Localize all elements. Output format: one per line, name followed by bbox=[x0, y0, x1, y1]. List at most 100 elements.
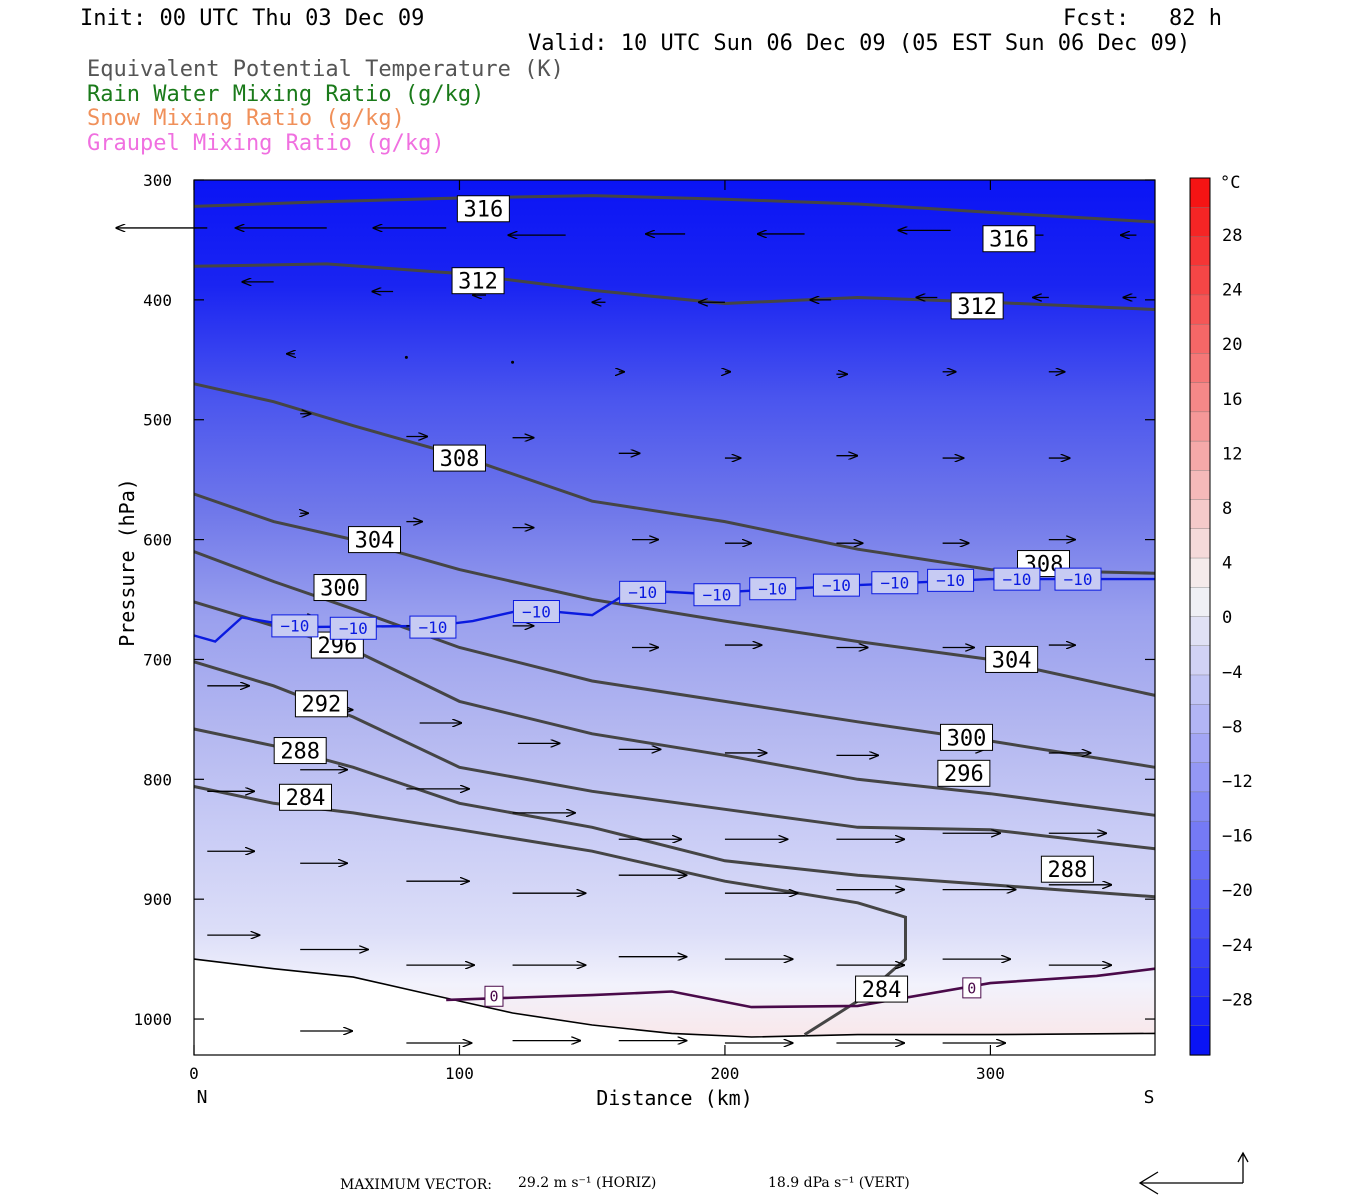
theta-e-label: 312 bbox=[458, 270, 498, 295]
max-vector-horiz: 29.2 m s⁻¹ (HORIZ) bbox=[518, 1175, 657, 1191]
isotherm-label: −10 bbox=[280, 617, 309, 636]
forecast-hour: Fcst: 82 h bbox=[1063, 6, 1222, 31]
theta-e-label: 300 bbox=[947, 726, 987, 751]
y-tick-label: 800 bbox=[143, 770, 172, 789]
isotherm-zero bbox=[446, 967, 1156, 1009]
colorbar-tick-label: −16 bbox=[1222, 827, 1253, 847]
isotherm-label-box bbox=[1054, 567, 1102, 591]
legend-theta-e: Equivalent Potential Temperature (K) bbox=[87, 57, 564, 82]
isotherm-label: −10 bbox=[703, 585, 732, 604]
theta-e-label-box bbox=[1040, 855, 1094, 883]
x-tick-label: 0 bbox=[189, 1064, 199, 1083]
theta-e-label-box bbox=[855, 975, 909, 1003]
isotherm-label-box bbox=[409, 615, 457, 639]
colorbar-segment bbox=[1189, 616, 1211, 647]
colorbar-segment bbox=[1189, 791, 1211, 822]
max-vector-vert: 18.9 dPa s⁻¹ (VERT) bbox=[768, 1175, 910, 1191]
theta-e-label: 284 bbox=[862, 978, 902, 1003]
isotherm-label-box bbox=[749, 577, 797, 601]
theta-e-label-box bbox=[937, 759, 991, 787]
theta-e-label: 288 bbox=[1048, 858, 1088, 883]
theta-e-contour bbox=[193, 382, 1156, 575]
colorbar-tick-label: −8 bbox=[1222, 717, 1242, 737]
theta-e-label-box bbox=[278, 783, 332, 811]
isotherm-label: −10 bbox=[339, 619, 368, 638]
wind-vector bbox=[404, 355, 408, 359]
theta-e-contour bbox=[193, 194, 1156, 224]
colorbar-segment bbox=[1189, 820, 1211, 852]
theta-e-label: 292 bbox=[302, 693, 342, 718]
isotherm-label-box bbox=[812, 573, 860, 597]
colorbar-segment bbox=[1189, 674, 1211, 705]
colorbar-segment bbox=[1189, 207, 1211, 238]
theta-e-label: 304 bbox=[992, 648, 1032, 673]
theta-e-label: 316 bbox=[463, 198, 503, 223]
colorbar-segment bbox=[1189, 265, 1211, 296]
colorbar-tick-label: −12 bbox=[1222, 772, 1253, 792]
colorbar-segment bbox=[1189, 937, 1211, 968]
theta-e-label-box bbox=[432, 444, 486, 472]
colorbar-tick-label: 8 bbox=[1222, 499, 1232, 519]
isotherm-zero-label: 0 bbox=[967, 979, 976, 997]
valid-time: Valid: 10 UTC Sun 06 Dec 09 (05 EST Sun … bbox=[528, 31, 1191, 56]
colorbar-segment bbox=[1189, 353, 1211, 384]
colorbar-segment bbox=[1189, 908, 1211, 939]
colorbar-segment bbox=[1189, 557, 1211, 588]
plot-frame bbox=[193, 179, 1156, 1056]
isotherm-label: −10 bbox=[628, 583, 657, 602]
colorbar-segment bbox=[1189, 1025, 1211, 1056]
theta-e-label-box bbox=[985, 645, 1039, 673]
theta-e-label: 308 bbox=[440, 447, 480, 472]
theta-e-label: 312 bbox=[957, 295, 997, 320]
y-tick-label: 300 bbox=[143, 171, 172, 190]
colorbar-unit: °C bbox=[1220, 173, 1240, 193]
colorbar-segment bbox=[1189, 382, 1211, 413]
theta-e-label: 300 bbox=[320, 576, 360, 601]
terrain-surface-line bbox=[193, 958, 1156, 1038]
colorbar-segment bbox=[1189, 177, 1211, 208]
reference-vert-arrowhead bbox=[1237, 1151, 1249, 1163]
isotherm-label-box bbox=[619, 580, 667, 604]
theta-e-label: 304 bbox=[355, 529, 395, 554]
colorbar-segment bbox=[1189, 645, 1211, 676]
isotherm-label-box bbox=[329, 616, 377, 640]
colorbar-segment bbox=[1189, 879, 1211, 910]
isotherm-label: −10 bbox=[522, 602, 551, 621]
colorbar-segment bbox=[1189, 411, 1211, 442]
max-vector-label: MAXIMUM VECTOR: bbox=[340, 1177, 492, 1193]
colorbar-segment bbox=[1189, 236, 1211, 267]
x-tick-label: 100 bbox=[445, 1064, 474, 1083]
y-tick-label: 600 bbox=[143, 531, 172, 550]
x-tick-label: 300 bbox=[976, 1064, 1005, 1083]
colorbar-segment bbox=[1189, 528, 1211, 559]
colorbar-tick-label: 12 bbox=[1222, 444, 1242, 464]
legend-rain: Rain Water Mixing Ratio (g/kg) bbox=[87, 82, 485, 107]
isotherm-label-box bbox=[993, 567, 1041, 591]
isotherm-label-box bbox=[871, 571, 919, 595]
colorbar-segment bbox=[1189, 470, 1211, 501]
theta-e-label-box bbox=[294, 690, 348, 718]
y-tick-label: 900 bbox=[143, 890, 172, 909]
isotherm-label: −10 bbox=[822, 576, 851, 595]
theta-e-label-box bbox=[313, 574, 367, 602]
colorbar-tick-label: 16 bbox=[1222, 390, 1242, 410]
theta-e-label-box bbox=[940, 723, 994, 751]
legend-graupel: Graupel Mixing Ratio (g/kg) bbox=[87, 131, 445, 156]
isotherm-zero-label-box bbox=[962, 977, 982, 999]
colorbar-tick-label: 4 bbox=[1222, 554, 1232, 574]
theta-e-label-box bbox=[950, 292, 1004, 320]
colorbar-segment bbox=[1189, 996, 1211, 1027]
isotherm-label: −10 bbox=[880, 573, 909, 592]
theta-e-contour bbox=[193, 492, 1156, 697]
colorbar-segment bbox=[1189, 733, 1211, 764]
theta-e-label: 316 bbox=[989, 228, 1029, 253]
isotherm-label-box bbox=[271, 614, 319, 638]
colorbar-tick-label: 28 bbox=[1222, 226, 1242, 246]
isotherm-label: −10 bbox=[758, 579, 787, 598]
isotherm-label: −10 bbox=[1003, 570, 1032, 589]
colorbar-segment bbox=[1189, 762, 1211, 793]
theta-e-label-box bbox=[273, 737, 327, 765]
isotherm-label-box bbox=[693, 583, 741, 607]
colorbar-tick-label: 0 bbox=[1222, 608, 1232, 628]
colorbar-segment bbox=[1189, 294, 1211, 325]
